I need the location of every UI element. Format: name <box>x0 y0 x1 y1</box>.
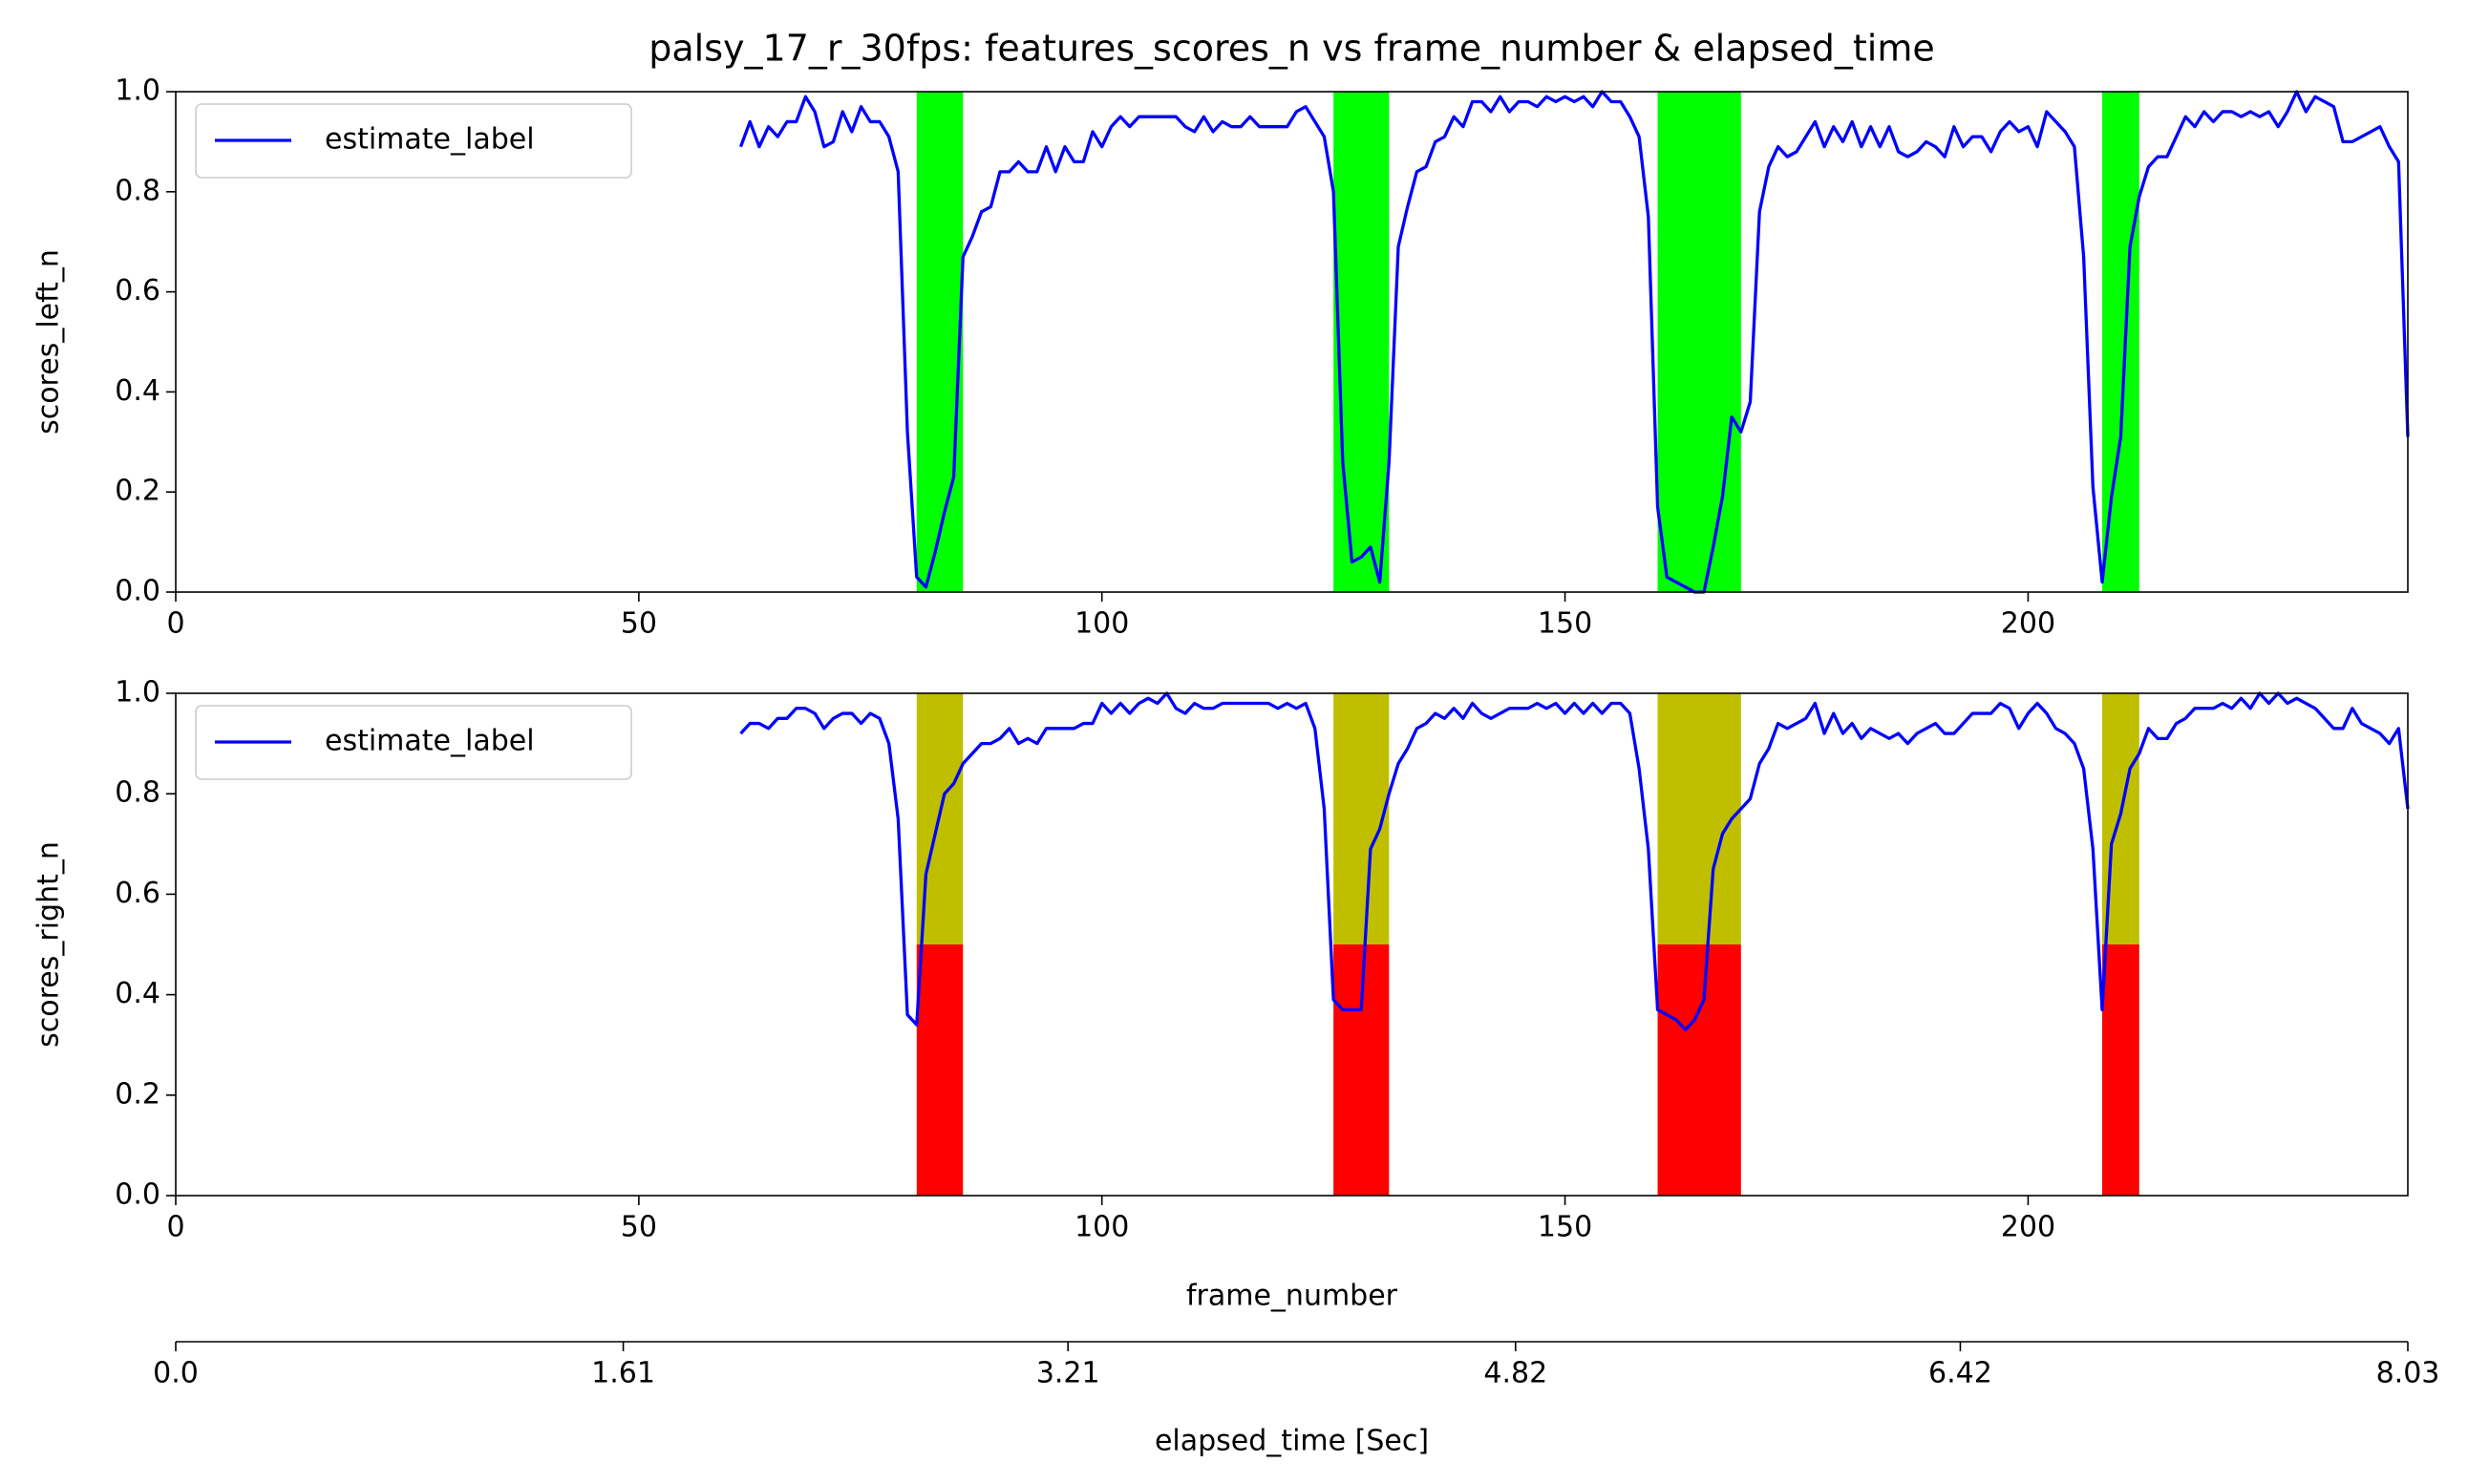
secondary-x-tick-label: 1.61 <box>591 1357 655 1390</box>
axes-frame <box>175 692 2409 1197</box>
data-line <box>738 90 2410 594</box>
chart-title: palsy_17_r_30fps: features_scores_n vs f… <box>649 28 1934 70</box>
secondary-x-tick-label: 8.03 <box>2376 1357 2440 1390</box>
x-tick-label: 200 <box>2001 607 2055 641</box>
x-axis-label: frame_number <box>1186 1280 1398 1313</box>
y-tick-label: 0.8 <box>115 174 160 207</box>
span <box>2101 944 2139 1196</box>
span <box>916 92 964 592</box>
y-tick-label: 0.4 <box>115 374 160 408</box>
data-line <box>739 691 2410 1032</box>
y-tick-label: 0.0 <box>115 1178 160 1212</box>
span <box>1333 693 1390 944</box>
span <box>916 944 964 1196</box>
axes-frame <box>175 91 2409 593</box>
secondary-x-tick-label: 4.82 <box>1483 1357 1547 1390</box>
y-tick-label: 0.0 <box>115 575 160 608</box>
x-tick-label: 100 <box>1074 607 1129 641</box>
legend-box <box>195 103 632 179</box>
x-tick-label: 0 <box>166 1211 184 1244</box>
x-tick-label: 50 <box>621 1211 657 1244</box>
y-axis-label: scores_left_n <box>32 249 66 435</box>
secondary-x-tick-label: 0.0 <box>153 1357 199 1390</box>
y-tick-label: 1.0 <box>115 676 160 710</box>
legend-label: estimate_label <box>325 123 535 157</box>
legend-box <box>195 705 632 780</box>
legend-label: estimate_label <box>325 725 535 758</box>
y-tick-label: 0.4 <box>115 977 160 1010</box>
secondary-x-tick-label: 3.21 <box>1036 1357 1100 1390</box>
y-tick-label: 0.6 <box>115 274 160 307</box>
secondary-x-tick-label: 6.42 <box>1928 1357 1992 1390</box>
span <box>1657 944 1741 1196</box>
y-axis-label: scores_right_n <box>32 841 66 1048</box>
y-tick-label: 0.2 <box>115 475 160 508</box>
span <box>1657 92 1741 592</box>
y-tick-label: 1.0 <box>115 74 160 108</box>
x-tick-label: 200 <box>2001 1211 2055 1244</box>
x-tick-label: 150 <box>1538 1211 1592 1244</box>
span <box>1333 944 1390 1196</box>
y-tick-label: 0.2 <box>115 1077 160 1111</box>
x-tick-label: 50 <box>621 607 657 641</box>
y-tick-label: 0.6 <box>115 877 160 910</box>
y-tick-label: 0.8 <box>115 776 160 810</box>
secondary-x-axis-label: elapsed_time [Sec] <box>1155 1425 1429 1458</box>
span <box>2101 92 2139 592</box>
span <box>1333 92 1390 592</box>
span <box>1657 693 1741 944</box>
x-tick-label: 0 <box>166 607 184 641</box>
x-tick-label: 150 <box>1538 607 1592 641</box>
x-tick-label: 100 <box>1074 1211 1129 1244</box>
